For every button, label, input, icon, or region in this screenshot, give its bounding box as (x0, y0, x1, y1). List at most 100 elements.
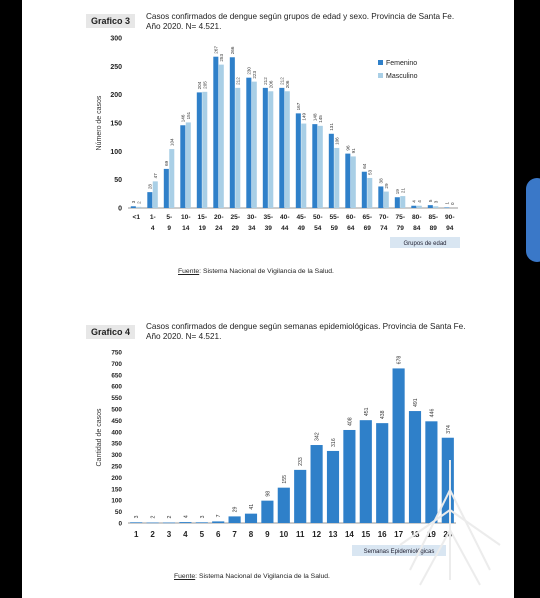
chart2-xtick: 6 (216, 530, 221, 539)
chart2-data-label: 29 (233, 507, 239, 513)
chart1-ytick: 150 (110, 121, 122, 128)
chart2-bar (277, 487, 290, 523)
chart2-xtick: 7 (232, 530, 237, 539)
chart1-bar-femenino (130, 206, 136, 208)
chart2-source-rest: : Sistema Nacional de Vigilancia de la S… (195, 573, 330, 580)
chart1-data-label: 1 (445, 201, 450, 204)
chart1-bar-masculino (317, 125, 323, 208)
chart1-bar-femenino (378, 186, 384, 208)
chart1-ytick: 250 (110, 64, 122, 71)
chart1-xtick-top: 70- (379, 214, 389, 221)
chart1-xtick-bottom: 19 (199, 225, 207, 232)
chart1-data-label: 151 (186, 111, 191, 119)
chart2-ytick: 600 (111, 384, 122, 391)
chart2-bar (408, 411, 422, 523)
chart2-data-label: 2 (151, 516, 157, 519)
chart2-bar (343, 429, 356, 523)
chart1-bar-femenino (229, 57, 235, 209)
chart2-data-label: 316 (331, 438, 337, 447)
chart1-bar-femenino (279, 87, 285, 208)
chart1-xtick-top: 30- (247, 214, 257, 221)
chart2-ytick: 150 (111, 486, 122, 493)
chart1-bar-femenino (444, 207, 450, 208)
chart1-bar-femenino (295, 113, 301, 208)
chart1-data-label: 206 (285, 80, 290, 88)
chart2-xtick: 5 (200, 530, 205, 539)
chart1-xtick-bottom: 39 (265, 225, 273, 232)
chart1-xtick-bottom: 34 (248, 225, 256, 232)
chart2-data-label: 446 (429, 409, 435, 418)
right-black-border (514, 0, 540, 598)
chart1-xtick-top: 90- (445, 214, 455, 221)
chart1-bar-femenino (213, 56, 219, 209)
chart1-data-label: 29 (384, 183, 389, 189)
chart1-xtick-top: 5- (166, 214, 172, 221)
chart-panel-age-sex: Grafico 3 Casos confirmados de dengue se… (22, 0, 514, 292)
chart1-xtick-top: 35- (263, 214, 273, 221)
chart1-data-label: 205 (202, 81, 207, 89)
chart1-data-label: 212 (280, 77, 285, 85)
chart1-xlabel: Grupos de edad (403, 241, 446, 247)
chart1-xtick-bottom: 89 (430, 225, 438, 232)
chart1-bar-masculino (350, 156, 356, 208)
chart1-ytick: 100 (110, 149, 122, 156)
chart1-bar-masculino (383, 191, 389, 208)
chart2-xtick: 8 (249, 530, 254, 539)
chart1-legend-swatch (378, 60, 383, 65)
chart1-data-label: 4 (412, 200, 417, 203)
chart1-data-label: 5 (428, 199, 433, 202)
chart1-xlabel-box (390, 237, 460, 248)
chart2-data-label: 678 (397, 356, 403, 365)
chart1-source-rest: : Sistema Nacional de Vigilancia de la S… (199, 268, 334, 275)
chart2-bar (376, 423, 389, 523)
chart2-bar (212, 521, 225, 523)
chart1-xtick-top: 65- (362, 214, 372, 221)
chart2-xtick: 19 (427, 530, 436, 539)
chart1-xtick-top: 25- (230, 214, 240, 221)
chart1-bar-masculino (185, 122, 191, 208)
chart1-data-label: 21 (400, 188, 405, 194)
chart2-bar (425, 421, 438, 523)
chart2-data-label: 7 (216, 514, 222, 517)
chart1-xtick-top: 80- (412, 214, 422, 221)
chart1-bar-masculino (136, 206, 142, 208)
chart1-xtick-bottom: 9 (167, 225, 171, 232)
chart2-data-label: 408 (347, 417, 353, 426)
chart1-ytick: 200 (110, 92, 122, 99)
chart1-bar-femenino (246, 77, 252, 208)
chart1-bar-femenino (163, 168, 169, 208)
chart1-bar-femenino (180, 125, 186, 208)
chart2-xtick: 14 (345, 530, 354, 539)
chart-panel-weeks: Grafico 4 Casos confirmados de dengue se… (22, 292, 514, 598)
chart1-bar-masculino (169, 149, 175, 208)
chart1-data-label: 149 (301, 112, 306, 120)
chart1-bar-masculino (202, 91, 208, 208)
edge-floating-button[interactable] (526, 178, 540, 262)
chart2-bar (392, 368, 405, 523)
chart1-bar-masculino (400, 196, 406, 208)
chart1-xtick-top: 45- (296, 214, 306, 221)
chart2-bar (228, 516, 241, 523)
chart1-bar-femenino (147, 192, 153, 208)
chart1-tag: Grafico 3 (86, 14, 136, 28)
chart1-data-label: 131 (329, 123, 334, 131)
chart1-xtick-top: 60- (346, 214, 356, 221)
chart2-ytick: 400 (111, 429, 122, 436)
chart1-data-label: 212 (235, 77, 240, 85)
chart2-xtick: 17 (394, 530, 403, 539)
chart2-ytick: 250 (111, 464, 122, 471)
chart1-source: Fuente: Sistema Nacional de Vigilancia d… (178, 268, 334, 275)
chart2-xtick: 12 (312, 530, 321, 539)
chart1-bar-masculino (367, 177, 373, 208)
chart1-data-label: 267 (214, 46, 219, 54)
chart1-data-label: 204 (197, 81, 202, 89)
chart1-xtick-bottom: 4 (151, 225, 155, 232)
chart1-xtick-bottom: 64 (347, 225, 355, 232)
chart1-bar-masculino (152, 181, 158, 208)
chart1-data-label: 0 (450, 202, 455, 205)
chart2-data-label: 2 (167, 516, 173, 519)
chart1-xtick-top: 50- (313, 214, 323, 221)
chart1-xtick-top: 75- (395, 214, 405, 221)
chart2-tag: Grafico 4 (86, 325, 136, 339)
chart1-data-label: 148 (313, 113, 318, 121)
